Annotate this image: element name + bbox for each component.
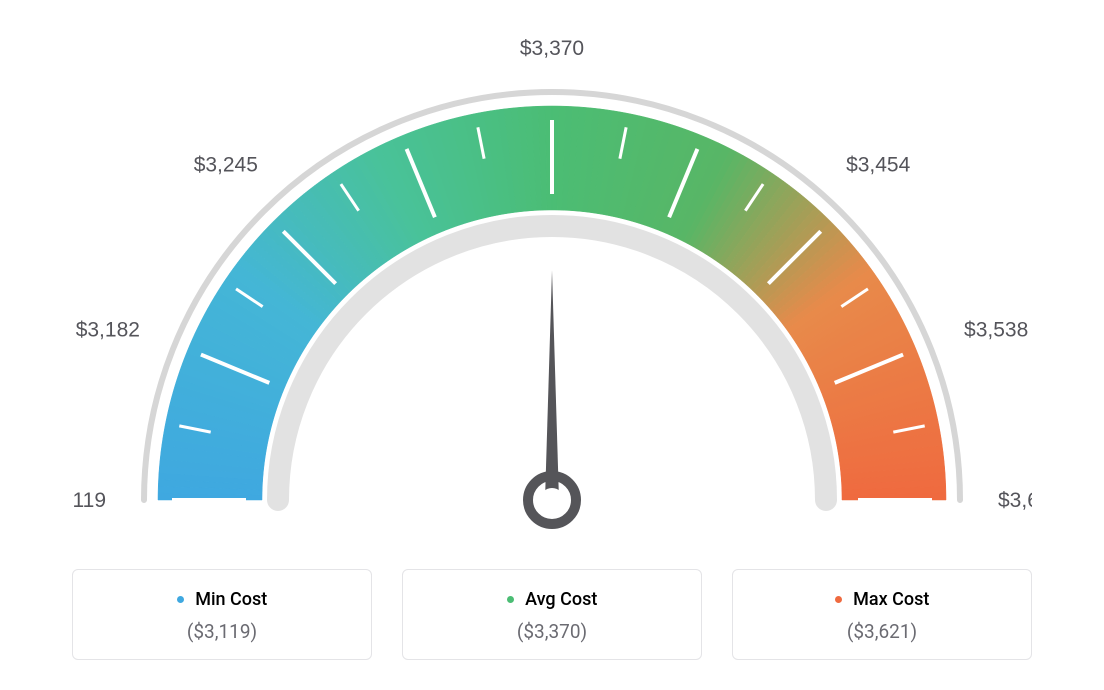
avg-cost-label: Avg Cost xyxy=(525,589,597,610)
min-cost-title: Min Cost xyxy=(83,588,361,610)
scale-label: $3,119 xyxy=(72,489,106,512)
summary-cards: Min Cost ($3,119) Avg Cost ($3,370) Max … xyxy=(72,569,1032,660)
cost-gauge: $3,119 $3,182 $3,245 $3,370 $3,454 $3,538 $3,6… xyxy=(72,20,1032,550)
avg-cost-card: Avg Cost ($3,370) xyxy=(402,569,702,660)
max-cost-label: Max Cost xyxy=(853,589,929,610)
max-cost-title: Max Cost xyxy=(743,588,1021,610)
dot-icon xyxy=(177,596,184,603)
max-cost-card: Max Cost ($3,621) xyxy=(732,569,1032,660)
scale-label: $3,182 xyxy=(76,318,140,341)
scale-label: $3,370 xyxy=(520,37,584,60)
avg-cost-title: Avg Cost xyxy=(413,588,691,610)
max-cost-value: ($3,621) xyxy=(743,620,1021,643)
min-cost-card: Min Cost ($3,119) xyxy=(72,569,372,660)
min-cost-label: Min Cost xyxy=(195,589,267,610)
scale-label: $3,454 xyxy=(846,154,911,177)
avg-cost-value: ($3,370) xyxy=(413,620,691,643)
scale-label: $3,621 xyxy=(998,489,1032,512)
scale-label: $3,245 xyxy=(194,154,258,177)
min-cost-value: ($3,119) xyxy=(83,620,361,643)
dot-icon xyxy=(835,596,842,603)
dot-icon xyxy=(507,596,514,603)
gauge-svg: $3,119 $3,182 $3,245 $3,370 $3,454 $3,538 $3,6… xyxy=(72,20,1032,550)
scale-label: $3,538 xyxy=(964,318,1028,341)
